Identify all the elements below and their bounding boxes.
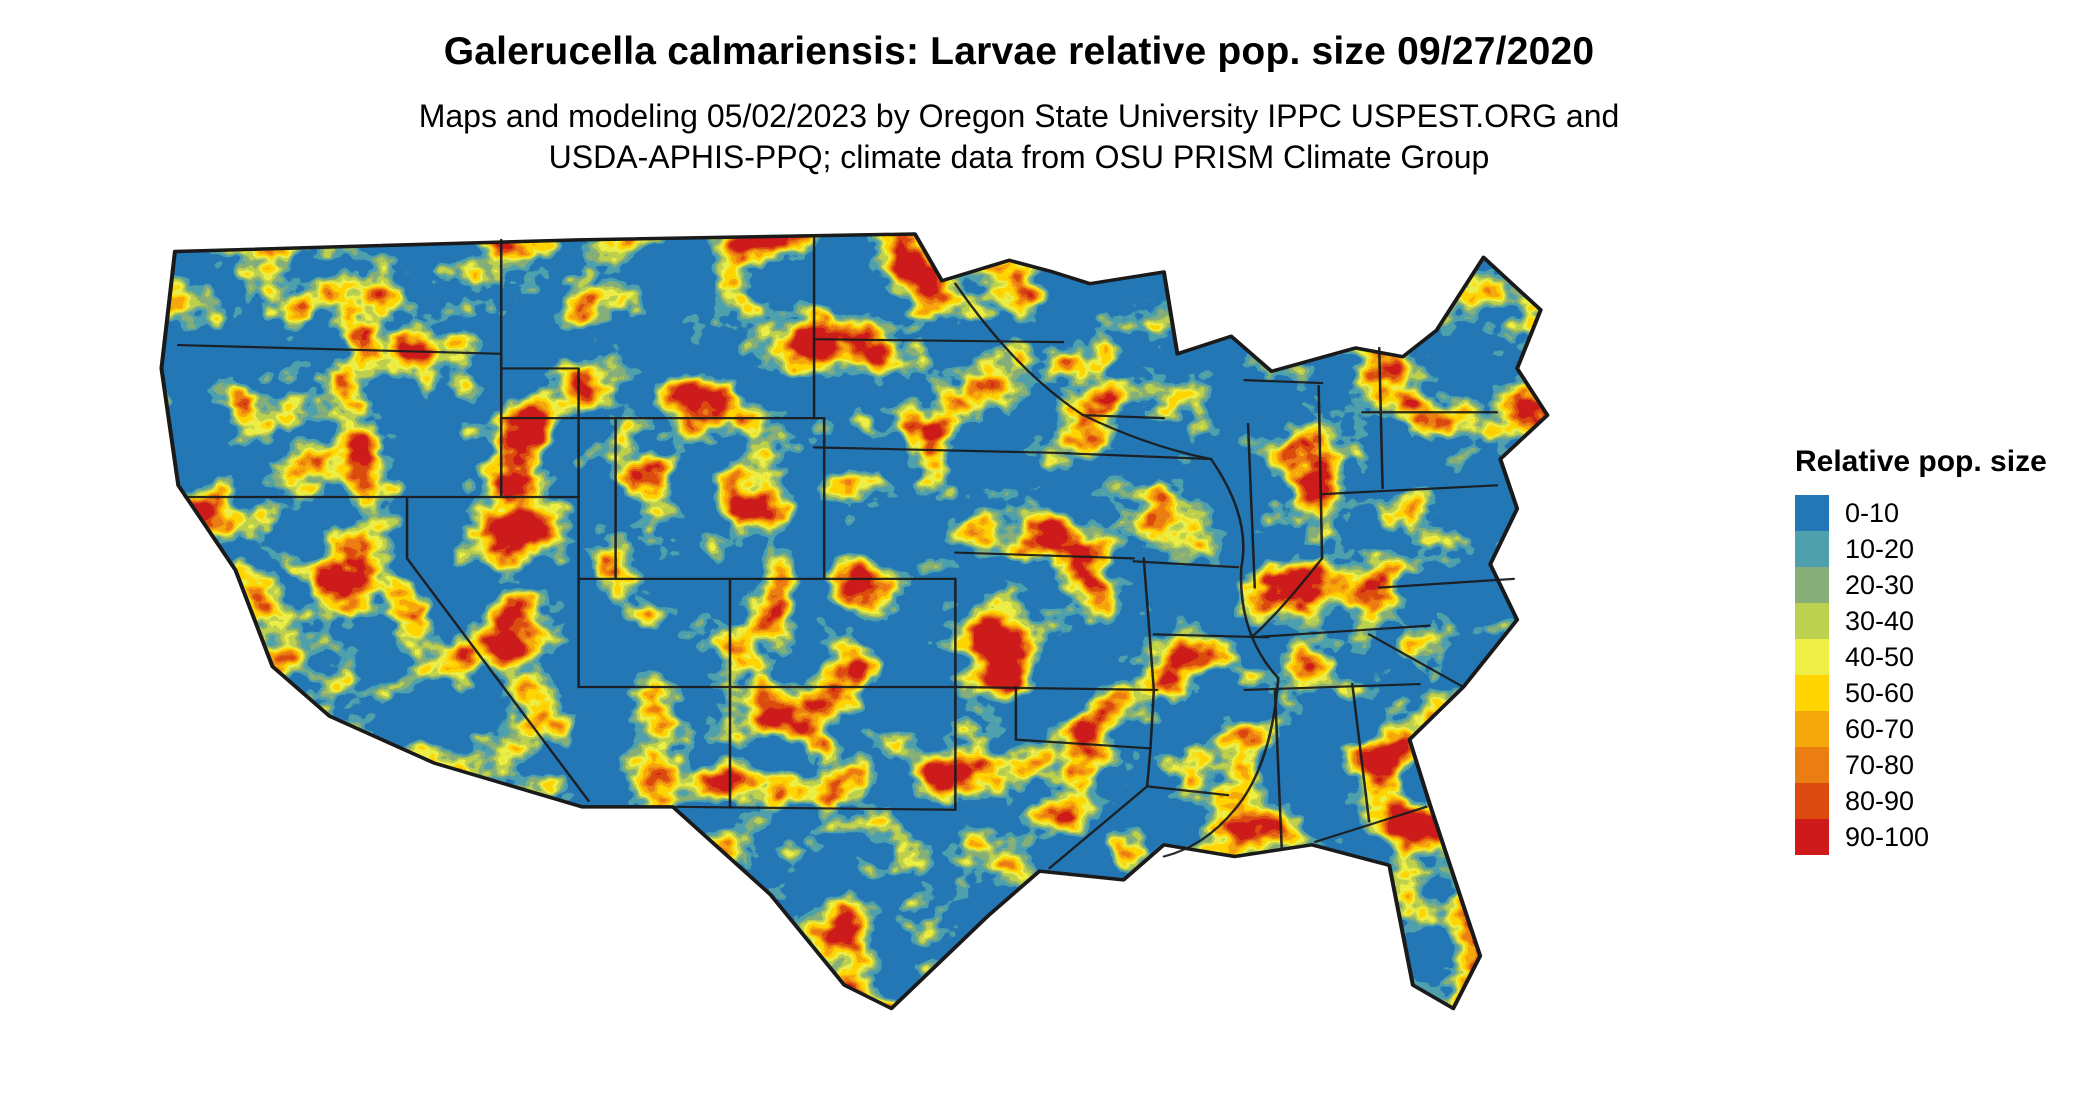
state-borders-layer [177,235,1516,870]
map-subtitle-line-2: USDA-APHIS-PPQ; climate data from OSU PR… [548,138,1490,175]
legend-swatch [1795,603,1829,639]
legend-swatch [1795,675,1829,711]
legend-row: 10-20 [1795,531,2085,567]
legend-label: 40-50 [1845,641,1915,672]
map-header: Galerucella calmariensis: Larvae relativ… [0,30,2038,178]
legend-swatch [1795,783,1829,819]
legend-rows: 0-10 10-20 20-30 30-40 40-50 50-60 60-70 70-80 8… [1795,495,2085,855]
legend-swatch [1795,567,1829,603]
legend-swatch [1795,495,1829,531]
map-subtitle-line-1: Maps and modeling 05/02/2023 by Oregon S… [418,98,1620,134]
us-map-svg [159,232,1550,1011]
legend-row: 80-90 [1795,783,2085,819]
legend-swatch [1795,531,1829,567]
legend-title: Relative pop. size [1795,445,2047,478]
legend-row: 90-100 [1795,819,2085,855]
legend-label: 80-90 [1845,785,1915,816]
legend: Relative pop. size 0-10 10-20 20-30 30-40 40… [1795,445,2085,855]
legend-row: 20-30 [1795,567,2085,603]
legend-row: 0-10 [1795,495,2085,531]
legend-swatch [1795,747,1829,783]
legend-swatch [1795,711,1829,747]
legend-label: 20-30 [1845,569,1915,600]
legend-row: 60-70 [1795,711,2085,747]
legend-label: 90-100 [1845,821,1930,852]
legend-label: 60-70 [1845,713,1915,744]
legend-label: 30-40 [1845,605,1915,636]
us-outline [159,232,1550,1011]
legend-swatch [1795,819,1829,855]
legend-label: 0-10 [1845,497,1900,528]
legend-label: 50-60 [1845,677,1915,708]
legend-swatch [1795,639,1829,675]
legend-label: 70-80 [1845,749,1915,780]
map-raster-layer [161,233,1548,1009]
legend-row: 70-80 [1795,747,2085,783]
legend-row: 50-60 [1795,675,2085,711]
map-title: Galerucella calmariensis: Larvae relativ… [443,30,1595,73]
us-population-map [74,196,1756,1102]
legend-label: 10-20 [1845,533,1915,564]
legend-row: 40-50 [1795,639,2085,675]
legend-row: 30-40 [1795,603,2085,639]
